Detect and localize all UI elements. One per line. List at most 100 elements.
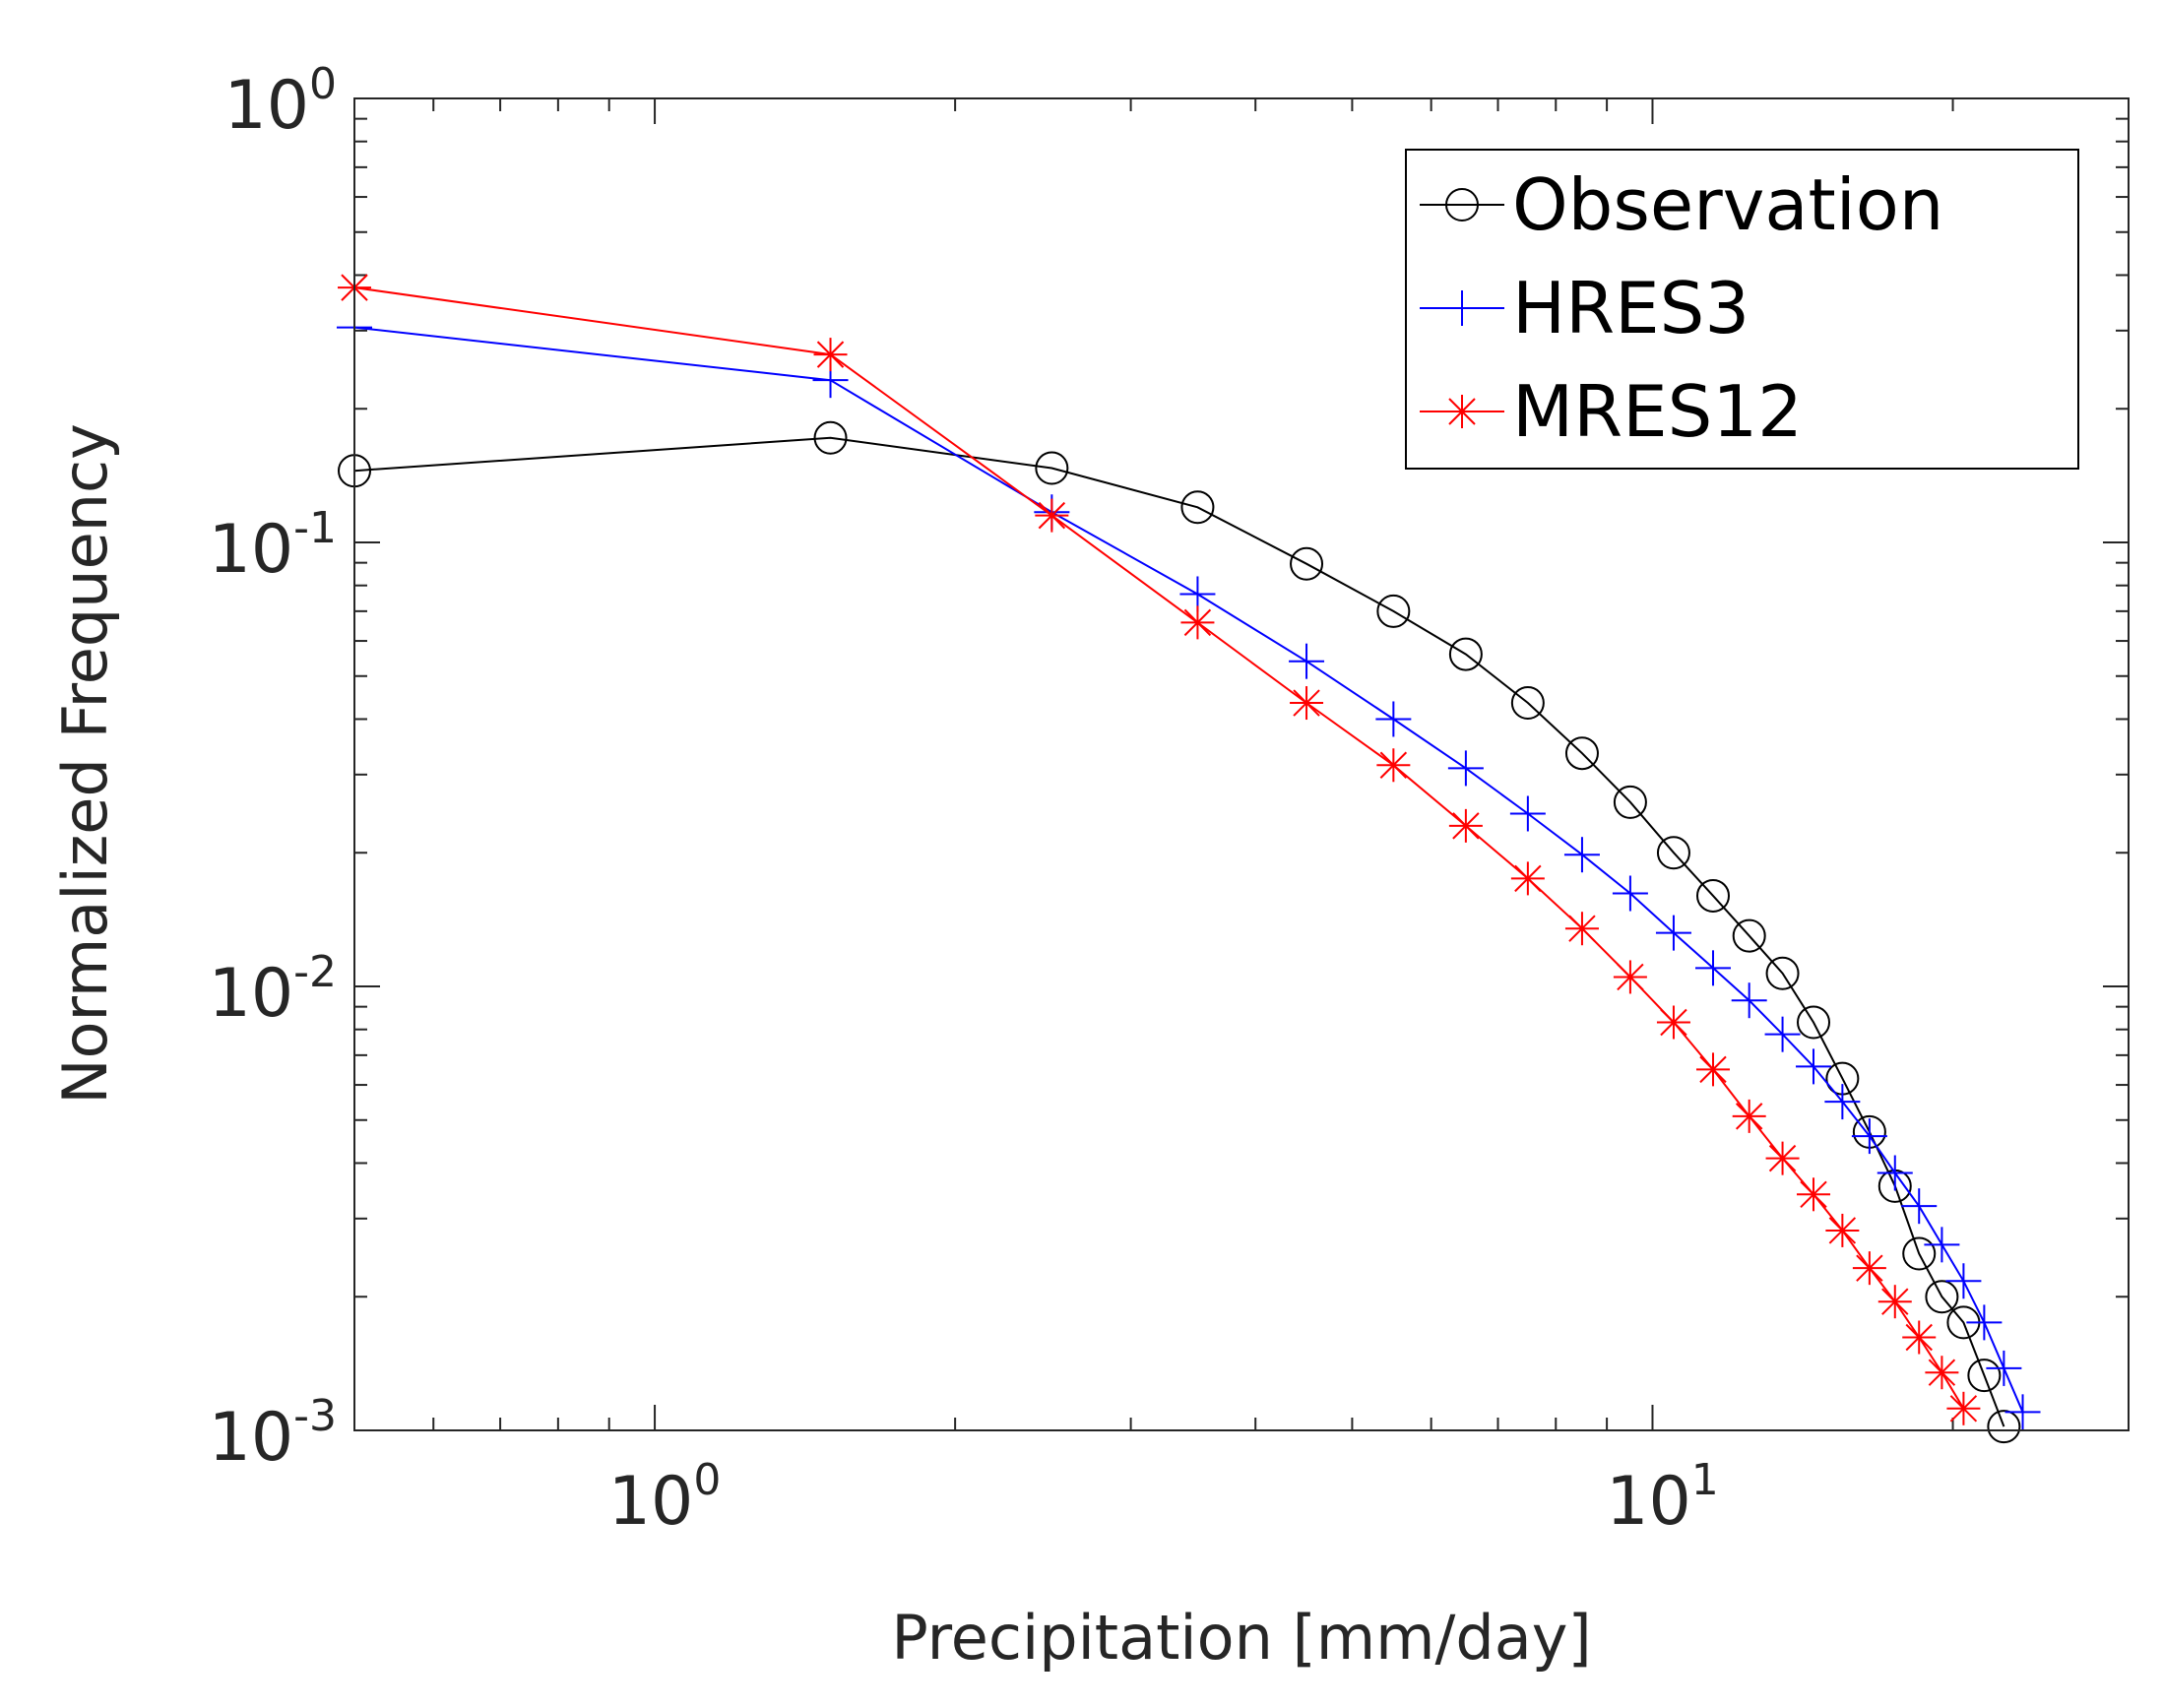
data-point-mres12 [1613, 960, 1647, 994]
data-point-hres3 [1924, 1227, 1960, 1263]
y-tick-label-exponent: -1 [293, 503, 337, 553]
data-point-observation-shape [1902, 1236, 1937, 1271]
legend-marker-shape-observation-shape [1445, 188, 1479, 221]
data-point-mres12-d2 [1660, 1008, 1687, 1037]
data-point-hres3 [1655, 915, 1691, 951]
data-point-mres12 [1695, 1052, 1730, 1087]
data-point-observation-shape [1510, 686, 1545, 721]
legend-marker-shape-mres12-d2 [1448, 398, 1476, 425]
legend-marker-shape-mres12 [1445, 395, 1479, 428]
data-point-observation [1967, 1359, 2002, 1393]
data-point-hres3 [1563, 837, 1600, 873]
data-point-observation-shape [1797, 1005, 1831, 1040]
x-tick-label-base: 10 [1606, 1463, 1691, 1541]
y-tick-label-base: 10 [209, 511, 294, 589]
data-point-mres12 [1765, 1141, 1800, 1175]
data-point-observation [813, 420, 848, 455]
x-tick-label: 101 [1606, 1455, 1719, 1541]
data-point-observation [1035, 451, 1069, 485]
data-point-mres12-d2 [1800, 1180, 1827, 1209]
data-point-observation-shape [1376, 594, 1411, 628]
data-point-mres12 [1902, 1320, 1937, 1355]
data-point-observation [1290, 546, 1324, 581]
data-point-mres12 [1376, 748, 1411, 783]
x-tick-label-exponent: 1 [1691, 1455, 1719, 1505]
y-tick-label: 10-3 [209, 1391, 337, 1477]
data-point-observation [1925, 1280, 1959, 1314]
data-point-observation-shape [1695, 878, 1730, 913]
y-tick-label: 10-1 [209, 503, 337, 589]
data-point-observation [1656, 836, 1690, 870]
y-tick-label-exponent: -2 [293, 947, 337, 997]
x-axis-label: Precipitation [mm/day] [891, 1602, 1591, 1674]
data-point-mres12 [1852, 1251, 1886, 1286]
data-point-mres12-d2 [1928, 1359, 1956, 1386]
data-point-observation [1765, 956, 1800, 990]
y-tick-label-base: 10 [223, 67, 309, 145]
plot-frame [353, 97, 2130, 1431]
data-point-hres3 [1694, 950, 1731, 986]
data-point-observation [1510, 686, 1545, 721]
data-point-observation [1376, 594, 1411, 628]
data-point-mres12 [1180, 605, 1215, 640]
data-point-hres3 [1731, 982, 1767, 1019]
data-point-observation [1797, 1005, 1831, 1040]
data-point-observation [1180, 490, 1215, 525]
data-point-mres12-d2 [1768, 1144, 1797, 1172]
data-point-hres3 [1375, 701, 1412, 737]
data-point-mres12-d2 [1379, 751, 1408, 779]
data-series [337, 271, 2041, 1444]
data-point-mres12-d2 [1568, 915, 1596, 942]
data-point-mres12-d2 [1514, 864, 1542, 893]
data-point-observation-shape [1656, 836, 1690, 870]
y-tick-label: 100 [223, 59, 337, 145]
x-tick-label-base: 10 [608, 1463, 694, 1541]
legend-marker-mres12 [1445, 395, 1479, 428]
data-point-observation-shape [1180, 490, 1215, 525]
data-point-hres3 [1966, 1304, 2003, 1341]
legend-box [1405, 149, 2079, 470]
legend-marker-observation [1445, 188, 1479, 221]
data-point-mres12-d2 [1038, 501, 1066, 530]
data-point-mres12 [1564, 912, 1599, 946]
data-point-observation-shape [1987, 1410, 2021, 1444]
data-point-hres3 [1447, 750, 1484, 787]
data-point-mres12-d2 [1293, 689, 1320, 717]
series-line-hres3 [353, 326, 2024, 1413]
data-point-mres12 [1448, 808, 1483, 843]
data-point-mres12-d2 [1828, 1217, 1857, 1244]
legend-entry-mres12: MRES12 [1420, 370, 1803, 453]
data-point-mres12 [1732, 1099, 1766, 1133]
y-tick-label-exponent: -3 [293, 1391, 337, 1441]
data-point-observation-shape [1564, 736, 1599, 771]
data-point-observation [1564, 736, 1599, 771]
data-point-mres12-d2 [1452, 812, 1480, 840]
data-point-observation [1613, 785, 1647, 819]
x-tick-label-exponent: 0 [693, 1455, 721, 1505]
y-tick-label-exponent: 0 [309, 59, 337, 109]
data-point-mres12-d2 [1183, 608, 1212, 637]
data-point-mres12 [1656, 1005, 1690, 1040]
data-point-hres3 [1764, 1016, 1801, 1052]
data-point-mres12-d2 [1905, 1323, 1933, 1352]
legend-marker-shape-hres3 [1444, 290, 1480, 326]
legend-marker-shape-observation [1445, 188, 1479, 221]
data-point-observation-shape [1967, 1359, 2002, 1393]
x-tick-label: 100 [608, 1455, 722, 1541]
data-point-mres12 [1925, 1356, 1959, 1390]
data-point-observation-shape [1035, 451, 1069, 485]
data-point-hres3 [1824, 1084, 1861, 1120]
y-axis-label: Normalized Frequency [49, 423, 121, 1105]
legend-label-hres3: HRES3 [1512, 267, 1749, 349]
legend-entry-hres3: HRES3 [1420, 267, 1749, 349]
data-point-observation-shape [1925, 1280, 1959, 1314]
data-point-observation [1902, 1236, 1937, 1271]
data-point-mres12-d2 [1699, 1055, 1727, 1084]
legend-entry-observation: Observation [1420, 163, 1943, 246]
data-point-mres12-d2 [816, 341, 845, 368]
data-point-hres3 [1945, 1263, 1982, 1299]
data-point-mres12 [1946, 1391, 1981, 1425]
data-point-observation-shape [813, 420, 848, 455]
